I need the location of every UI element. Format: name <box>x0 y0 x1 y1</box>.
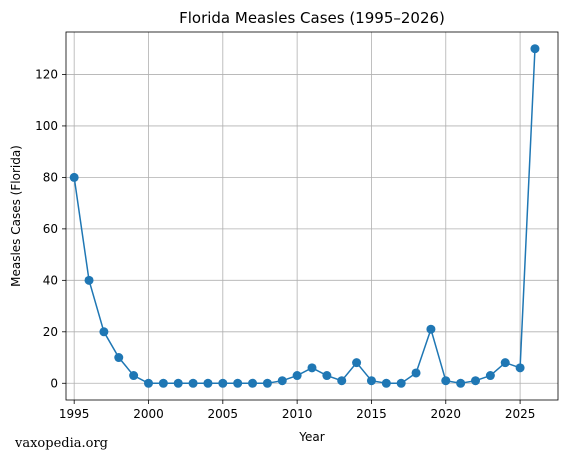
y-tick-label: 60 <box>43 222 58 236</box>
data-point <box>530 44 540 54</box>
data-point <box>248 378 258 388</box>
y-tick-label: 120 <box>35 67 58 81</box>
data-point <box>233 378 243 388</box>
data-point <box>203 378 213 388</box>
axis-ticks: 1995 2000 2005 2010 2015 2020 2025 0 20 40 60 80 100… <box>35 67 535 421</box>
x-tick-label: 1995 <box>59 407 90 421</box>
data-point <box>307 363 317 373</box>
data-point <box>500 358 510 368</box>
data-point <box>277 376 287 386</box>
data-point <box>129 371 139 381</box>
data-point <box>366 376 376 386</box>
data-point <box>173 378 183 388</box>
data-point <box>337 376 347 386</box>
y-tick-label: 100 <box>35 119 58 133</box>
x-tick-label: 2015 <box>356 407 387 421</box>
data-point <box>158 378 168 388</box>
y-tick-label: 0 <box>50 376 58 390</box>
data-point <box>381 378 391 388</box>
data-point <box>441 376 451 386</box>
grid-lines <box>66 32 558 400</box>
data-point <box>396 378 406 388</box>
data-point <box>515 363 525 373</box>
data-point <box>456 378 466 388</box>
data-point <box>426 324 436 334</box>
series-line <box>73 48 536 385</box>
data-point <box>99 327 109 337</box>
data-point <box>292 371 302 381</box>
chart-title: Florida Measles Cases (1995–2026) <box>179 9 445 27</box>
x-tick-label: 2005 <box>208 407 239 421</box>
data-point <box>143 378 153 388</box>
y-tick-label: 20 <box>43 325 58 339</box>
watermark-text: vaxopedia.org <box>14 436 108 451</box>
y-axis-label: Measles Cases (Florida) <box>9 145 23 287</box>
data-point <box>188 378 198 388</box>
data-point <box>262 378 272 388</box>
data-point <box>471 376 481 386</box>
data-point <box>218 378 228 388</box>
x-tick-label: 2020 <box>431 407 462 421</box>
x-axis-label: Year <box>298 430 324 444</box>
plot-frame <box>65 31 559 401</box>
data-point <box>485 371 495 381</box>
y-tick-label: 40 <box>43 273 58 287</box>
y-tick-label: 80 <box>43 170 58 184</box>
data-point <box>69 172 79 182</box>
data-point <box>84 275 94 285</box>
data-point <box>114 353 124 363</box>
data-point <box>322 371 332 381</box>
x-tick-label: 2000 <box>133 407 164 421</box>
data-point <box>352 358 362 368</box>
x-tick-label: 2010 <box>282 407 313 421</box>
data-series <box>69 44 540 388</box>
x-tick-label: 2025 <box>505 407 536 421</box>
data-point <box>411 368 421 378</box>
